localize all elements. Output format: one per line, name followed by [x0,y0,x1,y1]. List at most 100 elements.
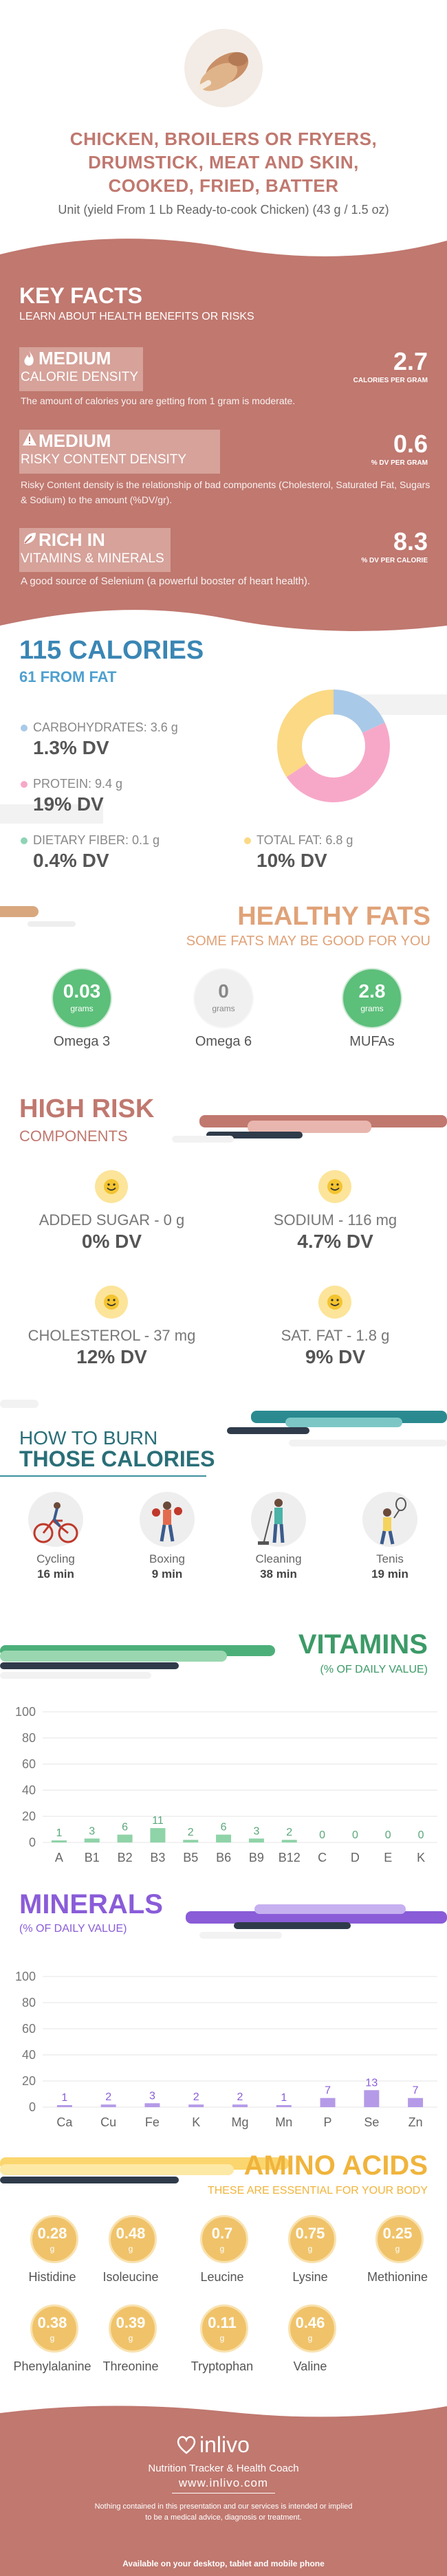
fact-description: A good source of Selenium (a powerful bo… [21,575,311,587]
title-line: COOKED, FRIED, BATTER [108,175,339,196]
healthy-fats-title: HEALTHY FATS [237,902,430,931]
amino-name: Valine [293,2359,327,2373]
bar-value-label: 0 [418,1829,424,1841]
risk-dv: 4.7% DV [297,1231,373,1252]
risk-dv: 0% DV [81,1231,142,1252]
amino-circle [288,2304,336,2353]
fact-description: Risky Content density is the relationshi… [21,479,430,505]
amino-subtitle: THESE ARE ESSENTIAL FOR YOUR BODY [207,2185,428,2197]
x-tick-label: Ca [56,2115,73,2129]
x-tick-label: B3 [150,1851,165,1864]
x-tick-label: P [324,2115,332,2129]
fact-highlight [19,347,143,391]
amino-value: 0.46 [295,2314,325,2331]
decor-pill [289,1440,447,1446]
key-facts-subtitle: LEARN ABOUT HEALTH BENEFITS OR RISKS [19,311,254,322]
fat-dot [244,837,251,844]
bar-value-label: 2 [193,2091,199,2103]
y-tick-label: 40 [22,2048,36,2062]
amino-unit: g [50,2244,55,2254]
chicken-drumstick-icon [197,52,249,91]
footer-tagline: Nutrition Tracker & Health Coach [148,2463,299,2474]
fact-description: The amount of calories you are getting f… [21,395,296,406]
leaf-icon [24,533,36,544]
vitamins-title: VITAMINS [298,1629,428,1660]
bar-cu [100,2104,116,2107]
risk-item: CHOLESTEROL - 37 mg 12% DV [0,1277,224,1380]
decor-pill [0,1400,39,1408]
activity-time: 19 min [371,1567,408,1581]
footer-disclaimer: to be a medical advice, diagnosis or tre… [145,2513,302,2522]
x-tick-label: E [384,1851,392,1864]
amino-title: AMINO ACIDS [243,2150,428,2181]
amino-value: 0.39 [116,2314,146,2331]
carbs-label: CARBOHYDRATES: 3.6 g [33,720,178,734]
bar-b3 [150,1828,166,1842]
minerals-bar-chart: 0 20 40 60 80 100 1 Ca 2 Cu 3 Fe 2 K 2 Mg 1 Mn 7 P 13 Se 7 Zn [15,1970,437,2129]
decor-pill [0,1662,179,1669]
y-tick-label: 60 [22,1757,36,1771]
y-tick-label: 80 [22,1996,36,2010]
fat-name: Omega 6 [195,1034,252,1049]
footer-brand: inlivo [199,2432,250,2457]
decor-pill [206,1132,303,1138]
decor-pill [0,1672,151,1679]
fact-highlight [19,528,171,572]
fat-label: TOTAL FAT: 6.8 g [257,833,353,847]
y-tick-label: 80 [22,1731,36,1745]
risk-item: SODIUM - 116 mg 4.7% DV [224,1162,447,1265]
amino-value: 0.25 [382,2225,413,2242]
y-tick-label: 40 [22,1783,36,1797]
bar-value-label: 0 [352,1829,358,1841]
smiley-icon [104,1295,119,1310]
risk-label: SAT. FAT - 1.8 g [281,1327,390,1344]
amino-circle [30,2215,78,2263]
footer-url[interactable]: www.inlivo.com [178,2476,269,2489]
risk-dv: 9% DV [305,1346,366,1367]
healthy-fats-subtitle: SOME FATS MAY BE GOOD FOR YOU [186,934,430,949]
burn-activities: Cycling 16 min Boxing 9 min Cleaning 38 … [0,1492,447,1602]
cleaning-icon [258,1499,285,1545]
amino-circle [375,2215,424,2263]
x-tick-label: B2 [118,1851,133,1864]
warning-icon [23,432,36,445]
bar-value-label: 3 [89,1825,95,1837]
vitamins-bar-chart: 0 20 40 60 80 100 1 A 3 B1 6 B2 11 B3 2 B5 6 B6 3 B9 2 B12 0 C 0… [15,1705,437,1864]
bar-value-label: 2 [286,1827,292,1838]
fat-circle [52,968,112,1028]
fact-name: VITAMINS & MINERALS [21,551,164,566]
calories-from-fat: 61 FROM FAT [19,668,117,685]
decor-pill [172,1136,234,1143]
fat-omega3: 0.03 grams Omega 3 [52,968,112,1049]
amino-circle [200,2215,248,2263]
activity-time: 38 min [260,1567,297,1581]
fat-value: 2.8 [358,980,386,1002]
bar-value-label: 2 [188,1827,194,1838]
decor-pill [234,1922,351,1929]
amino-item: 0.39 g Threonine [89,2304,172,2387]
y-tick-label: 20 [22,1809,36,1823]
calories-donut-chart [277,690,390,802]
x-tick-label: K [417,1851,425,1864]
bar-p [320,2098,336,2107]
burn-title-2: THOSE CALORIES [19,1446,215,1471]
x-tick-label: Fe [145,2115,160,2129]
decor-pill [248,1121,371,1133]
fat-unit: grams [360,1004,384,1013]
amino-value: 0.38 [37,2314,67,2331]
bar-value-label: 3 [149,2090,155,2102]
footer-disclaimer: Nothing contained in this presentation a… [94,2502,353,2511]
amino-item: 0.11 g Tryptophan [181,2304,263,2387]
amino-item: 0.46 g Valine [269,2304,351,2387]
amino-value: 0.11 [208,2314,237,2331]
risk-label: ADDED SUGAR - 0 g [39,1211,185,1229]
amino-unit: g [307,2244,313,2254]
amino-item: 0.7 g Leucine [181,2215,263,2298]
risk-grid: ADDED SUGAR - 0 g 0% DV SODIUM - 116 mg … [0,1162,447,1375]
amino-grid: 0.28 g Histidine 0.48 g Isoleucine 0.7 g Leucine… [0,2215,447,2394]
bar-se [364,2090,380,2107]
bar-value-label: 6 [221,1822,227,1834]
bar-value-label: 13 [365,2077,378,2089]
x-tick-label: Mn [275,2115,292,2129]
bar-mg [232,2104,248,2107]
